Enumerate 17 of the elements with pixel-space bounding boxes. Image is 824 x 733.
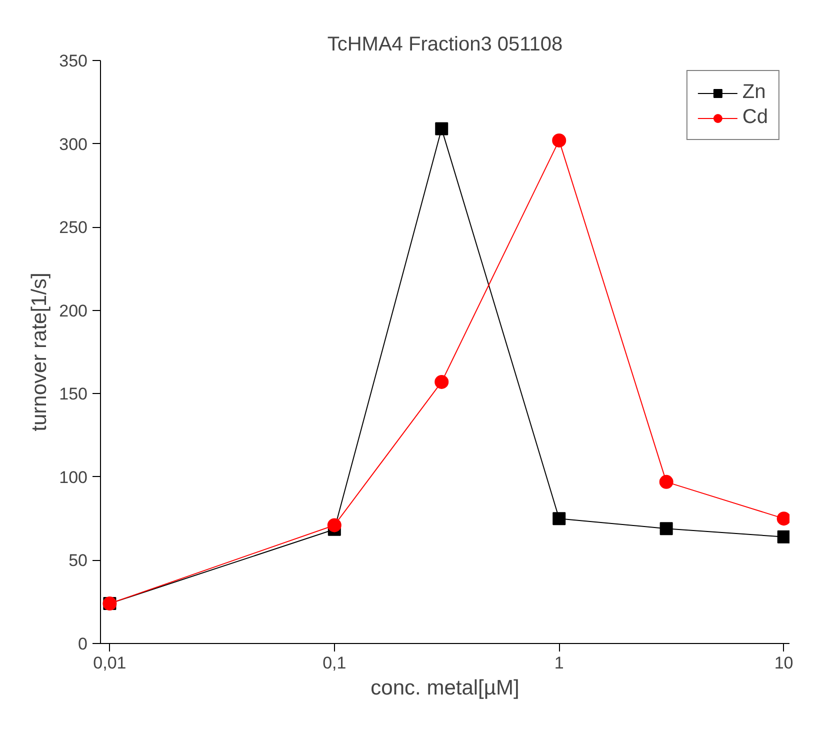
y-tick-label: 50	[68, 551, 88, 570]
y-tick-label: 250	[59, 218, 88, 238]
x-tick-label: 10	[774, 654, 794, 672]
y-tick-label: 150	[59, 384, 88, 404]
legend-label: Cd	[742, 106, 768, 129]
y-axis-title: turnover rate[1/s]	[28, 272, 52, 432]
y-tick-label: 200	[59, 301, 88, 320]
y-tick-label: 100	[59, 468, 88, 487]
y-tick-label: 0	[78, 634, 88, 654]
y-tick-label: 300	[59, 134, 88, 154]
x-tick-label: 0,1	[322, 654, 346, 672]
chart-title: TcHMA4 Fraction3 051108	[327, 34, 563, 56]
x-axis-title: conc. metal[µM]	[370, 676, 520, 700]
legend-label: Zn	[742, 81, 766, 104]
x-tick-label: 0,01	[93, 654, 126, 672]
y-tick-label: 350	[59, 52, 88, 70]
x-tick-label: 1	[554, 654, 564, 672]
